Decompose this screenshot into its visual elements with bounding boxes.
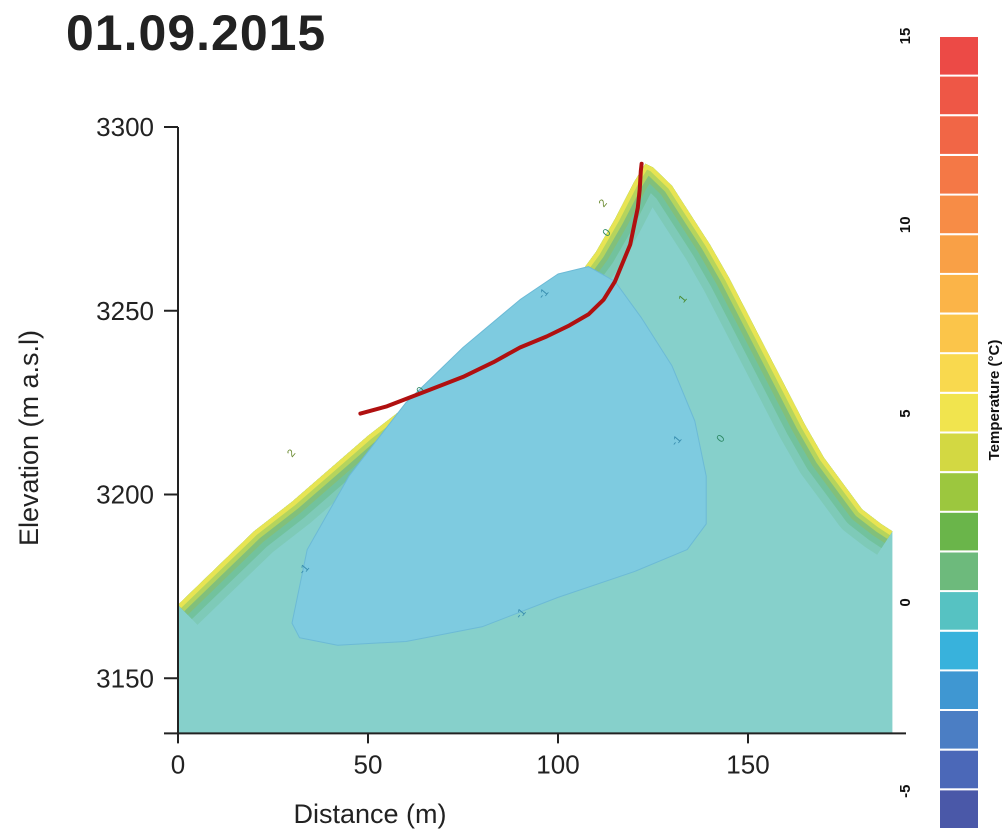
- y-tick-label: 3250: [96, 296, 154, 326]
- colorbar-swatch: [940, 790, 978, 828]
- colorbar-swatch: [940, 76, 978, 115]
- y-axis-title: Elevation (m a.s.l): [14, 330, 44, 546]
- y-tick-label: 3300: [96, 112, 154, 142]
- colorbar-swatch: [940, 274, 978, 313]
- colorbar-swatch: [940, 235, 978, 273]
- x-axis-title: Distance (m): [293, 799, 446, 829]
- colorbar: [940, 37, 978, 828]
- x-tick-label: 100: [536, 749, 579, 779]
- y-ticks: 3300 3250 3200 3150: [96, 112, 178, 693]
- colorbar-swatch: [940, 393, 978, 432]
- colorbar-swatch: [940, 631, 978, 670]
- colorbar-tick-label: 5: [897, 409, 914, 417]
- contour-label: 2: [285, 447, 298, 459]
- x-ticks: 0 50 100 150: [171, 733, 770, 779]
- colorbar-swatch: [940, 711, 978, 749]
- colorbar-swatch: [940, 156, 978, 194]
- colorbar-tick-label: 10: [897, 216, 914, 233]
- cold-core-zone: [291, 266, 707, 646]
- colorbar-tick-label: 15: [897, 28, 914, 45]
- colorbar-swatch: [940, 750, 978, 789]
- colorbar-swatch: [940, 37, 978, 75]
- colorbar-swatch: [940, 671, 978, 709]
- colorbar-swatch: [940, 433, 978, 472]
- colorbar-swatch: [940, 195, 978, 234]
- colorbar-tick-label: -5: [897, 785, 914, 798]
- colorbar-swatch: [940, 116, 978, 154]
- x-tick-label: 50: [354, 749, 383, 779]
- y-tick-label: 3150: [96, 663, 154, 693]
- x-tick-label: 150: [726, 749, 769, 779]
- colorbar-swatch: [940, 592, 978, 630]
- colorbar-swatch: [940, 512, 978, 551]
- red-line-group: [358, 161, 644, 416]
- colorbar-swatch: [940, 314, 978, 353]
- colorbar-swatch: [940, 473, 978, 511]
- y-tick-label: 3200: [96, 480, 154, 510]
- terrain-layers: [178, 163, 893, 734]
- contour-label: 2: [597, 197, 610, 209]
- colorbar-title: Temperature (°C): [986, 340, 1003, 461]
- x-tick-label: 0: [171, 749, 185, 779]
- colorbar-swatch: [940, 354, 978, 392]
- red-profile-line: [358, 161, 644, 416]
- colorbar-tick-label: 0: [897, 598, 914, 606]
- colorbar-ticks: 15 10 5 0 -5: [897, 28, 914, 798]
- colorbar-swatch: [940, 552, 978, 591]
- chart-title: 01.09.2015: [66, 5, 327, 61]
